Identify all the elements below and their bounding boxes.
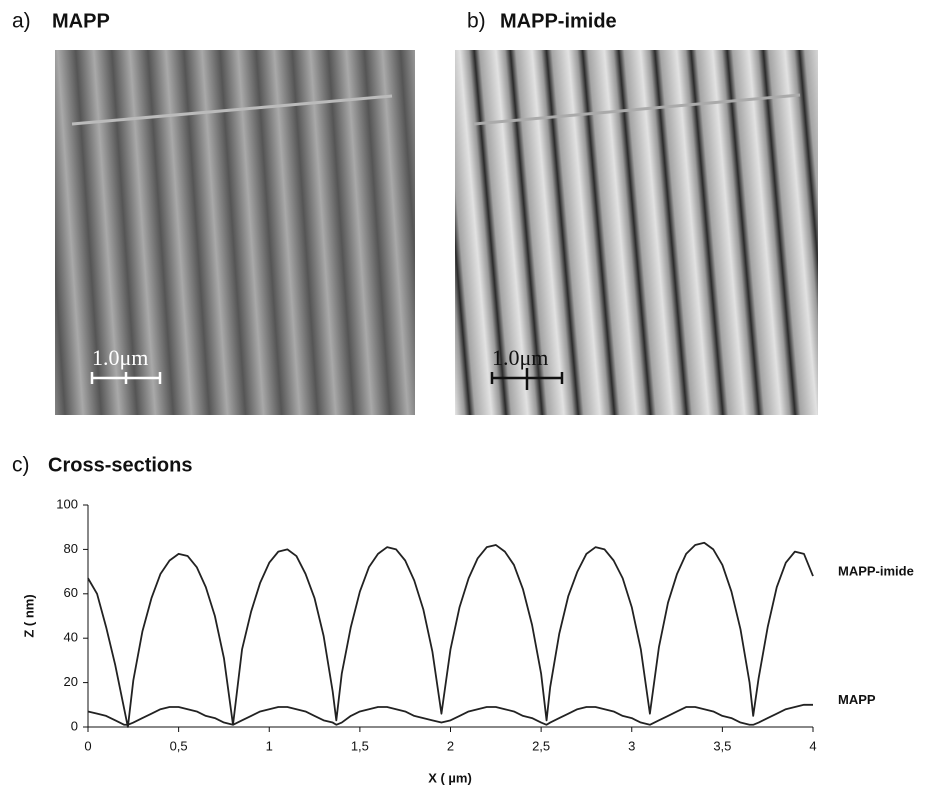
panel-title: MAPP <box>52 10 110 32</box>
series-line <box>87 541 814 728</box>
x-tick-label: 3,5 <box>713 738 731 753</box>
x-tick-label: 2,5 <box>532 738 550 753</box>
series-label: MAPP <box>838 692 876 707</box>
section-line <box>71 94 393 126</box>
x-tick-label: 2 <box>447 738 454 753</box>
panel-label: a) <box>12 10 31 33</box>
series-line <box>87 703 813 726</box>
scale-bar-label: 1.0μm <box>92 345 148 370</box>
scale-bar-label: 1.0μm <box>492 345 548 370</box>
panel-label: c) <box>12 454 30 477</box>
x-axis-label: X ( µm) <box>428 770 472 785</box>
y-axis-label: Z ( nm) <box>21 594 36 637</box>
x-tick-label: 0,5 <box>170 738 188 753</box>
series-label: MAPP-imide <box>838 563 914 578</box>
y-tick-label: 20 <box>64 674 78 689</box>
scale-bar <box>490 368 564 390</box>
x-tick-label: 0 <box>84 738 91 753</box>
section-line <box>473 93 801 126</box>
y-tick-label: 0 <box>71 718 78 733</box>
y-tick-label: 40 <box>64 630 78 645</box>
chart-title: Cross-sections <box>48 454 193 476</box>
x-tick-label: 1 <box>266 738 273 753</box>
y-tick-label: 80 <box>64 541 78 556</box>
x-tick-label: 4 <box>809 738 816 753</box>
y-tick-label: 100 <box>56 496 78 511</box>
panel-label: b) <box>467 10 486 33</box>
x-tick-label: 1,5 <box>351 738 369 753</box>
x-tick-label: 3 <box>628 738 635 753</box>
y-tick-label: 60 <box>64 585 78 600</box>
panel-title: MAPP-imide <box>500 10 617 32</box>
scale-bar <box>90 372 162 384</box>
